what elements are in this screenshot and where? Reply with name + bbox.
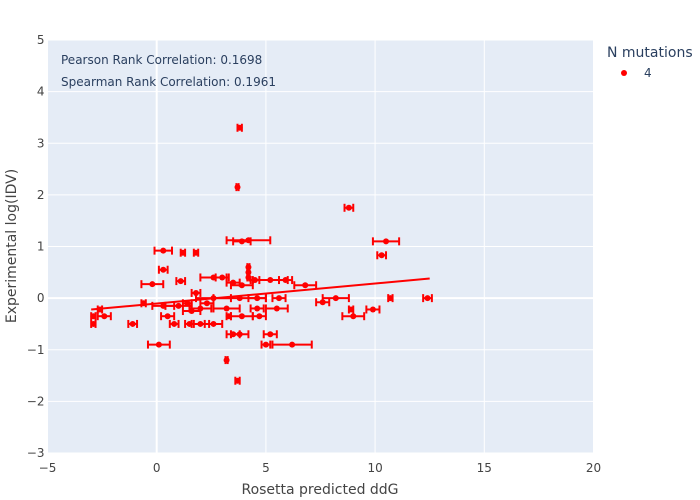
data-point (160, 247, 167, 254)
y-tick-label: −3 (27, 446, 45, 460)
x-tick-label: −5 (39, 461, 57, 475)
data-point (101, 313, 108, 320)
data-point (234, 184, 241, 191)
y-axis-title: Experimental log(IDV) (4, 169, 20, 323)
data-point (230, 279, 237, 286)
data-point (223, 357, 230, 364)
data-point (369, 306, 376, 313)
y-tick-label: 3 (37, 136, 45, 150)
data-point (160, 266, 167, 273)
data-point (282, 277, 289, 284)
data-point (203, 300, 210, 307)
data-point (175, 302, 182, 309)
data-point (236, 124, 243, 131)
data-point (238, 282, 245, 289)
y-tick-label: 0 (37, 291, 45, 305)
y-tick-label: 1 (37, 240, 45, 254)
data-point (302, 282, 309, 289)
y-axis-ticks: −3 −2 −1 0 1 2 3 4 5 (27, 33, 45, 460)
x-tick-label: 15 (477, 461, 492, 475)
data-point (219, 274, 226, 281)
data-point (245, 269, 252, 276)
data-point (193, 249, 200, 256)
data-point (319, 299, 326, 306)
data-point (186, 320, 193, 327)
data-point (383, 238, 390, 245)
gridlines (47, 39, 594, 454)
data-point (164, 313, 171, 320)
data-point (245, 274, 252, 281)
data-point (129, 320, 136, 327)
data-point (273, 305, 280, 312)
x-axis-title: Rosetta predicted ddG (241, 482, 398, 498)
x-axis-ticks: −5 0 5 10 15 20 (39, 461, 601, 475)
data-point (387, 295, 394, 302)
data-point (179, 249, 186, 256)
data-point (234, 377, 241, 384)
data-point (210, 320, 217, 327)
y-tick-label: 5 (37, 33, 45, 47)
legend-title: N mutations (607, 45, 693, 61)
data-point (171, 320, 178, 327)
data-point (188, 308, 195, 315)
data-point (90, 320, 97, 327)
x-tick-label: 10 (367, 461, 382, 475)
data-point (254, 295, 261, 302)
data-point (350, 313, 357, 320)
trend-line (91, 277, 430, 311)
legend-marker (621, 70, 627, 76)
data-point (332, 295, 339, 302)
data-point (90, 313, 97, 320)
data-point (245, 264, 252, 271)
data-point (230, 331, 237, 338)
x-tick-label: 5 (262, 461, 270, 475)
data-point (267, 277, 274, 284)
data-point (197, 305, 204, 312)
legend-label: 4 (644, 66, 652, 80)
data-point (289, 341, 296, 348)
legend[interactable]: N mutations 4 (607, 45, 693, 80)
data-point (424, 295, 431, 302)
data-point (155, 341, 162, 348)
y-tick-label: 2 (37, 188, 45, 202)
data-point (245, 237, 252, 244)
data-point (193, 289, 200, 296)
data-point (210, 274, 217, 281)
spearman-annotation: Spearman Rank Correlation: 0.1961 (61, 75, 276, 89)
data-point (197, 320, 204, 327)
data-point (348, 306, 355, 313)
data-point (345, 204, 352, 211)
data-point (251, 277, 258, 284)
data-point (238, 313, 245, 320)
y-tick-label: −2 (27, 394, 45, 408)
data-point (262, 341, 269, 348)
data-point (254, 305, 261, 312)
data-point (378, 252, 385, 259)
data-point (225, 313, 232, 320)
x-tick-label: 0 (153, 461, 161, 475)
data-point (177, 278, 184, 285)
y-tick-label: 4 (37, 85, 45, 99)
data-points (90, 124, 431, 384)
data-point (223, 305, 230, 312)
pearson-annotation: Pearson Rank Correlation: 0.1698 (61, 53, 262, 67)
data-point (149, 281, 156, 288)
data-point (256, 313, 263, 320)
data-point (236, 331, 243, 338)
x-tick-label: 20 (586, 461, 601, 475)
data-point (160, 302, 167, 309)
data-point (238, 238, 245, 245)
y-tick-label: −1 (27, 343, 45, 357)
data-point (276, 295, 283, 302)
data-point (267, 331, 274, 338)
